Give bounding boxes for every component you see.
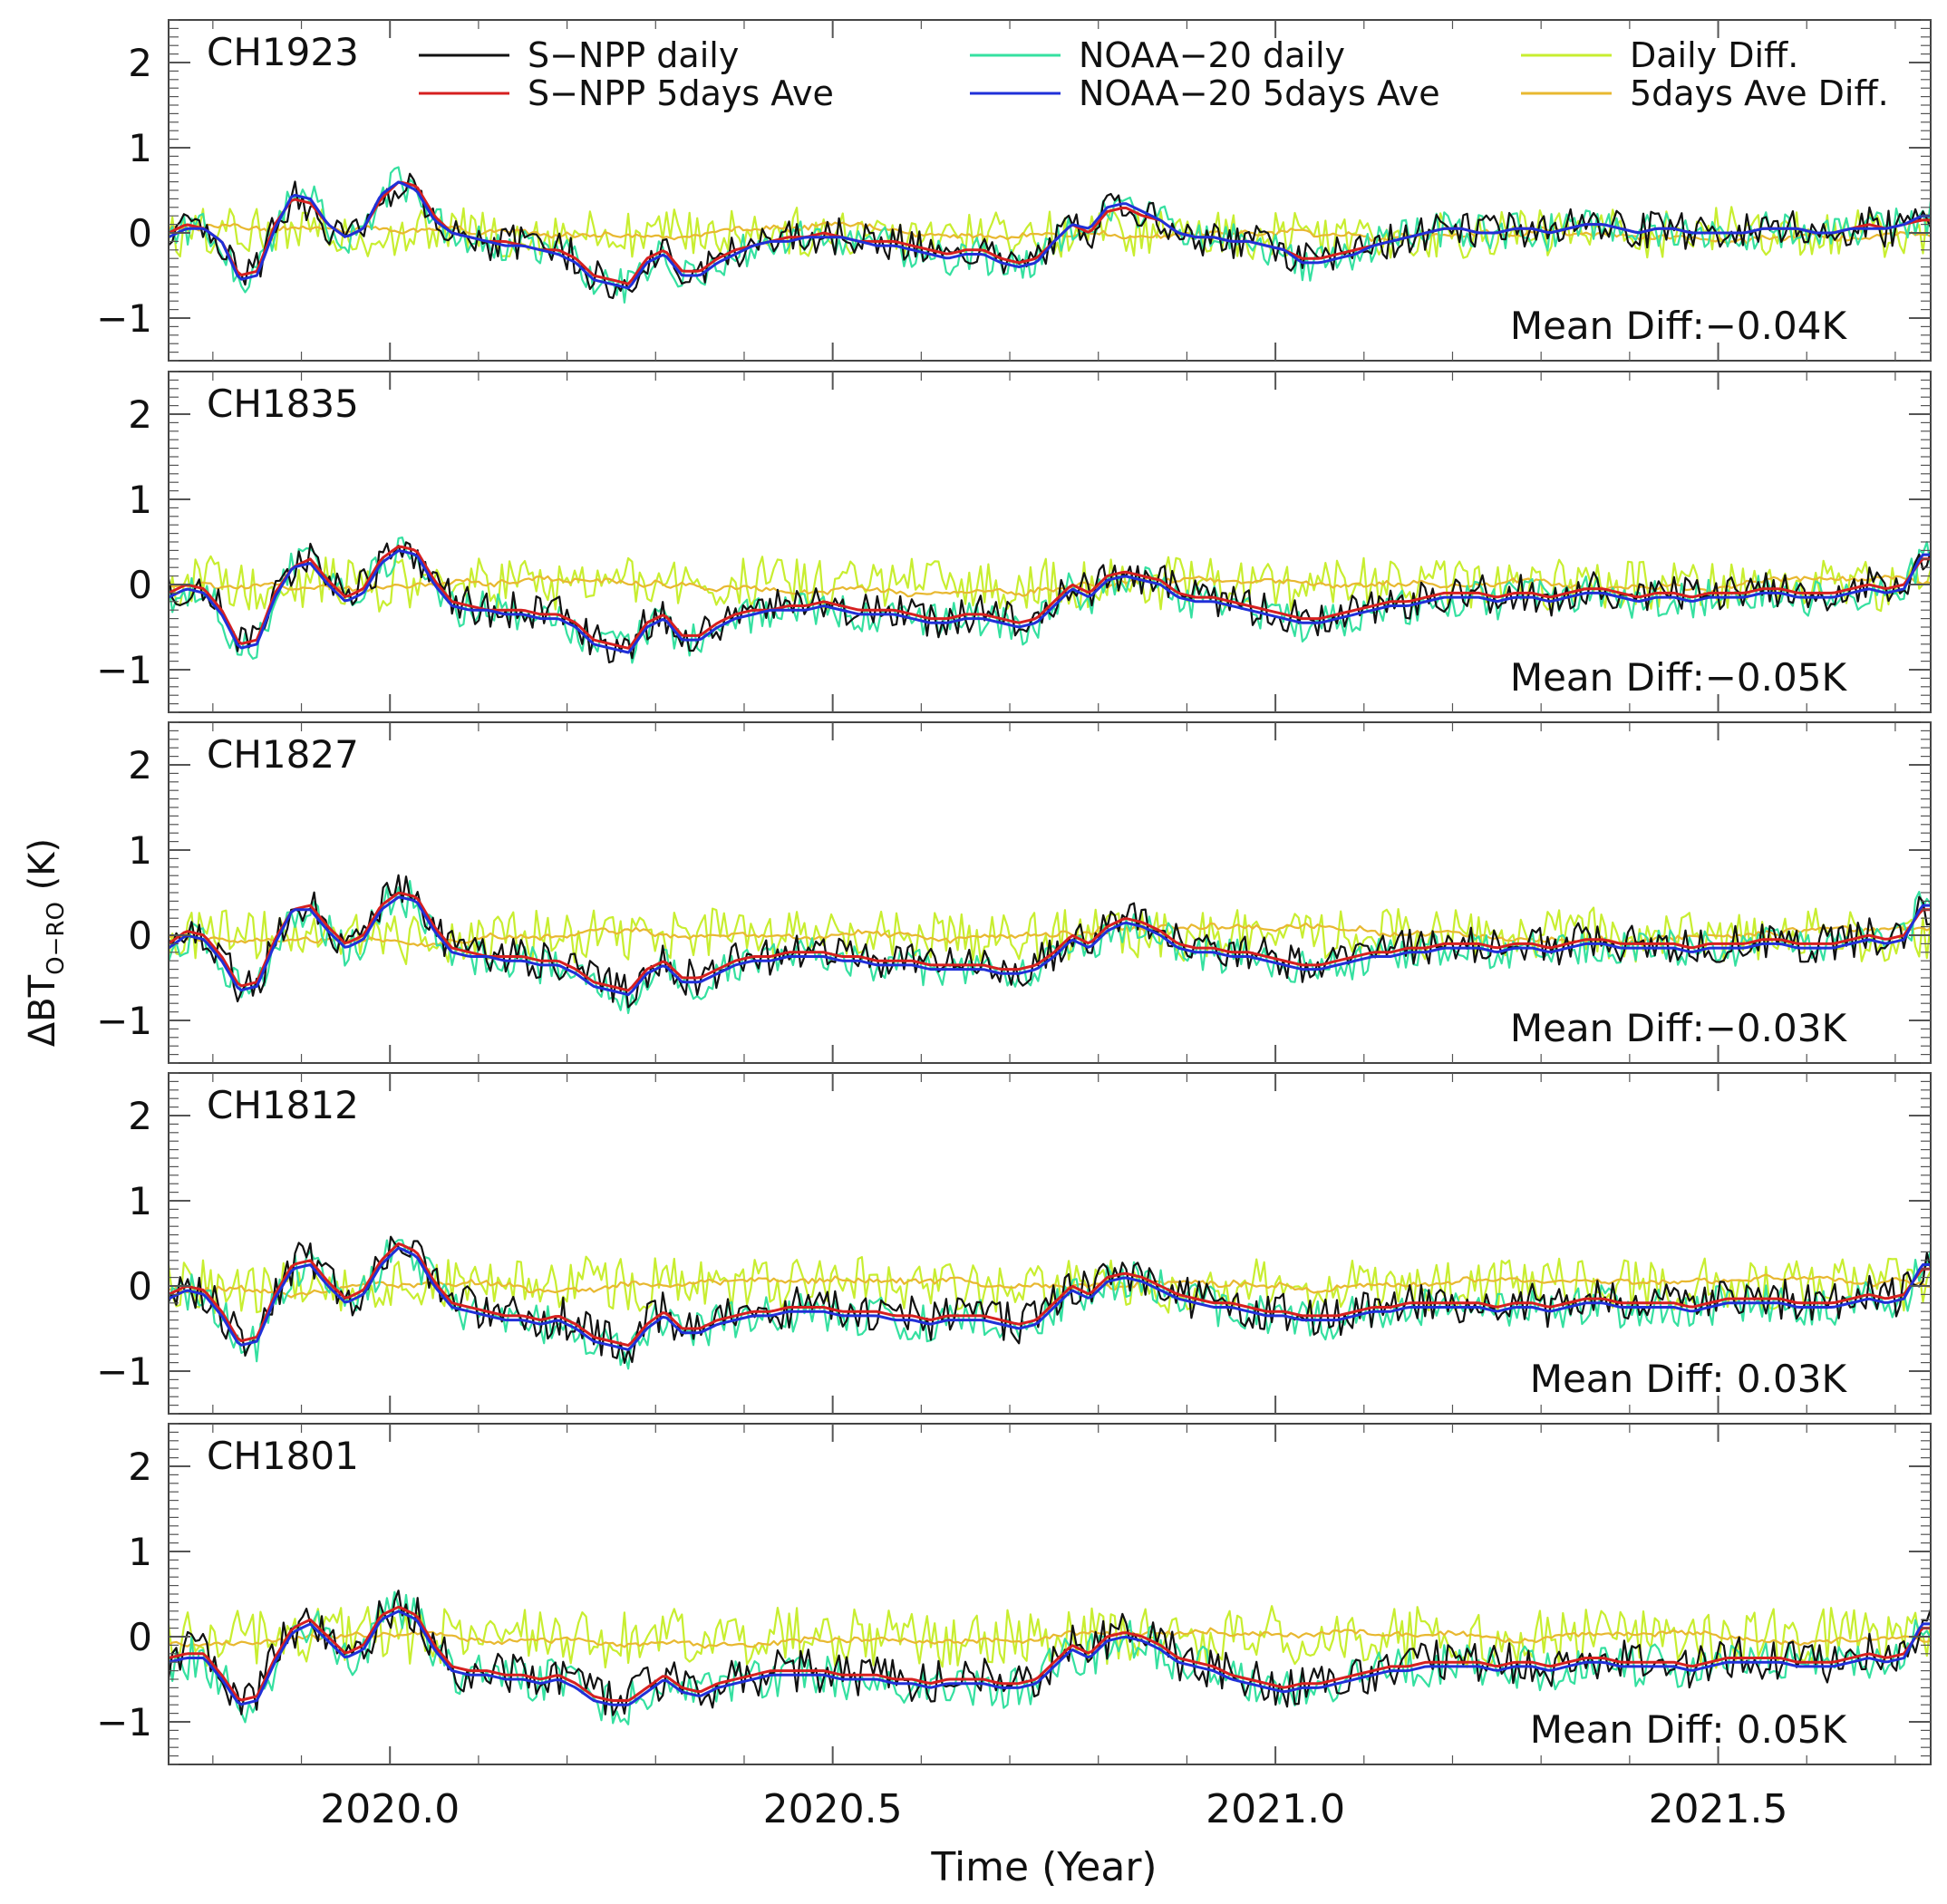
series-snpp-daily xyxy=(169,174,1931,298)
plot-area xyxy=(169,168,1931,303)
